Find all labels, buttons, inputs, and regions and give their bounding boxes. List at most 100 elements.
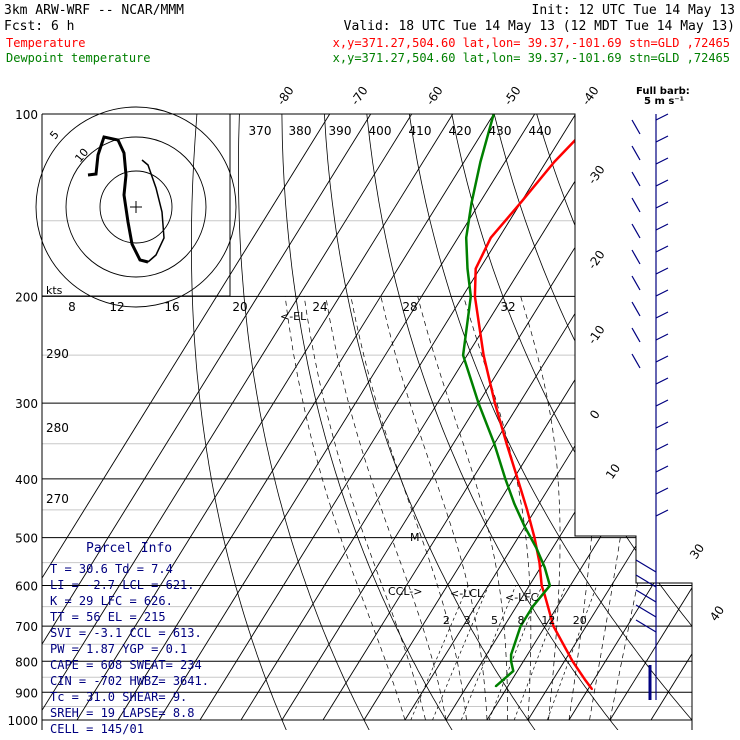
isotherm-label: -20 [585, 248, 608, 272]
parcel-row: PW = 1.87 YGP = 0.1 [50, 642, 187, 656]
hodograph-trace [141, 159, 165, 263]
dewpoint-location: x,y=371.27,504.60 lat,lon= 39.37,-101.69… [333, 51, 730, 65]
parcel-info-title: Parcel Info [86, 541, 172, 556]
wind-barb [631, 197, 641, 213]
dewpoint-point [466, 267, 469, 270]
wind-barb [635, 604, 657, 618]
moist-adiabat [325, 296, 447, 721]
mixing-ratio-line [547, 585, 598, 721]
temperature-point [505, 442, 508, 445]
dewpoint-point [512, 670, 515, 672]
wind-barb [655, 245, 669, 253]
wind-barb [635, 589, 657, 603]
dry-adiabat [324, 114, 538, 730]
hodograph-ring-label: 5 [47, 128, 61, 142]
isotherm-line [42, 114, 372, 721]
isotherm-label: -70 [348, 84, 371, 108]
wind-barb [655, 399, 669, 407]
parcel-row: SREH = 19 LAPSE= 8.8 [50, 706, 195, 720]
dewpoint-label: Dewpoint temperature [6, 51, 151, 65]
mixing-ratio-label: 12 [541, 614, 555, 627]
isotherm-label: 10 [603, 461, 623, 482]
wind-barb [655, 223, 669, 231]
dry-adiabat [190, 114, 288, 730]
temperature-point [552, 625, 555, 627]
model-title: 3km ARW-WRF -- NCAR/MMM [4, 3, 184, 18]
isotherm-line [404, 114, 692, 721]
dry-adiabat [451, 114, 692, 730]
wind-barb [655, 267, 669, 275]
isotherm-label: -80 [274, 84, 297, 108]
wind-barb [631, 301, 641, 317]
wind-barb [655, 377, 669, 385]
wind-barb [655, 465, 669, 473]
isotherm-label: -30 [585, 163, 608, 187]
parcel-row: CIN = -702 HWBZ= 3641. [50, 674, 209, 688]
hodograph: 5 10 kts [35, 106, 237, 308]
dewpoint-point [523, 526, 526, 528]
temperature-point [520, 201, 522, 204]
wind-barb [655, 289, 669, 297]
isotherm-line [42, 114, 413, 721]
temperature-point [591, 688, 593, 691]
valid-time: Valid: 18 UTC Tue 14 May 13 (12 MDT Tue … [344, 19, 735, 34]
isotherm-label: -50 [501, 84, 524, 108]
hodograph-speed-label: 20 [232, 300, 247, 314]
isotherm-line [158, 114, 536, 721]
dewpoint-point [519, 625, 522, 627]
wind-barb [655, 333, 669, 341]
dewpoint-point [549, 584, 551, 587]
parcel-row: T = 30.6 Td = 7.4 [50, 562, 173, 576]
temperature-point [482, 354, 485, 356]
isotherm-line [650, 114, 692, 721]
isotherm-line [568, 114, 692, 721]
parcel-info-panel: Parcel Info T = 30.6 Td = 7.4 LI = -2.7 … [50, 541, 209, 736]
hodograph-ring [65, 136, 207, 278]
moist-adiabat [609, 296, 692, 721]
wind-barb [631, 145, 641, 161]
theta-label: 290 [46, 347, 69, 361]
wind-barb [655, 113, 669, 121]
wind-barb [631, 353, 641, 369]
dewpoint-point [543, 566, 546, 569]
parcel-row: CELL = 145/01 [50, 722, 144, 736]
isotherm-line [240, 114, 618, 721]
dewpoint-point [462, 354, 464, 356]
temperature-label: Temperature [6, 36, 85, 50]
wind-barb [631, 171, 641, 187]
temperature-point [599, 114, 602, 115]
dry-adiabat [536, 114, 692, 730]
isotherm-line [363, 114, 692, 721]
hodograph-speed-label: 8 [68, 300, 76, 314]
hodograph-units: kts [46, 284, 63, 297]
temperature-point [490, 236, 492, 239]
mixing-ratio-line [432, 585, 489, 721]
temperature-point [553, 161, 555, 163]
mixing-ratio-label: 20 [573, 614, 587, 627]
dewpoint-point [494, 685, 497, 688]
temperature-point [571, 660, 574, 663]
hodograph-ring-label: 10 [72, 146, 91, 165]
wind-barb [655, 135, 669, 143]
mixing-ratio-line [488, 585, 543, 721]
parcel-row: SVI = -3.1 CCL = 613. [50, 626, 202, 640]
pressure-tick-label: 700 [15, 620, 38, 634]
plot-frame [42, 113, 693, 730]
dewpoint-point [513, 503, 516, 505]
barb-legend-units: 5 m s⁻¹ [644, 96, 684, 107]
pressure-tick-label: 400 [15, 473, 38, 487]
dewpoint-point [510, 660, 512, 663]
parcel-row: CAPE = 608 SWEAT= 234 [50, 658, 202, 672]
dewpoint-point [470, 201, 473, 204]
pressure-tick-label: 300 [15, 397, 38, 411]
moist-adiabat [589, 296, 646, 721]
mixing-ratio-label: 5 [491, 614, 498, 627]
dewpoint-point [477, 402, 480, 404]
barb-legend-title: Full barb: [636, 86, 690, 97]
wind-barb [655, 509, 669, 517]
isotherm-line [42, 114, 331, 721]
isotherm-line [527, 114, 692, 721]
moist-adiabat [350, 296, 467, 721]
mixing-ratio-label: 2 [443, 614, 450, 627]
theta-e-label: 380 [289, 124, 312, 138]
